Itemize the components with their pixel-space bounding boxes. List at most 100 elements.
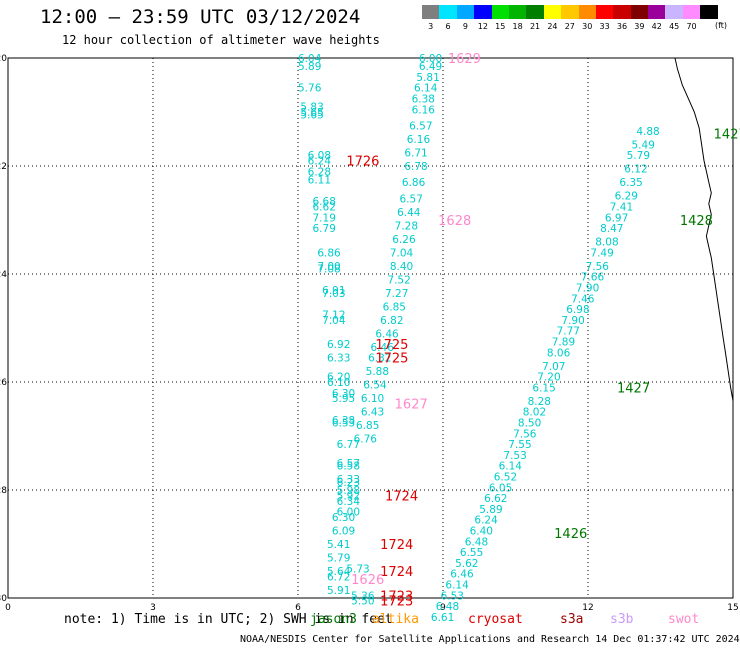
wave-height-reading: 5.49	[632, 139, 655, 151]
wave-height-reading: 6.78	[404, 161, 427, 173]
wave-height-reading: 6.05	[489, 482, 512, 494]
wave-height-reading: 6.55	[460, 547, 483, 559]
wave-height-reading: 7.27	[385, 288, 408, 300]
wave-height-reading: 6.52	[494, 472, 517, 484]
wave-height-reading: 6.14	[445, 580, 469, 592]
wave-height-reading: 8.40	[390, 261, 413, 273]
wave-height-reading: 6.30	[332, 512, 355, 524]
pass-time-label: 1626	[351, 573, 384, 588]
wave-height-reading: 6.79	[313, 223, 336, 235]
x-tick-label: 0	[5, 603, 11, 613]
legend-swatch	[439, 5, 457, 19]
wave-height-reading: 6.86	[317, 247, 341, 259]
y-tick-label: -20	[0, 54, 7, 64]
wave-height-reading: 6.71	[404, 148, 427, 160]
wave-height-reading: 6.40	[470, 526, 493, 538]
legend-label: 45	[669, 22, 680, 31]
legend-swatch	[456, 5, 475, 19]
wave-height-reading: 7.03	[322, 288, 345, 300]
wave-height-reading: 6.46	[375, 328, 399, 340]
wave-height-reading: 6.48	[465, 536, 488, 548]
wave-height-reading: 8.06	[547, 347, 571, 359]
mission-label: jason3	[310, 612, 357, 627]
wave-height-reading: 7.53	[503, 450, 526, 462]
legend-item: 70	[682, 5, 701, 31]
wave-height-reading: 6.11	[308, 175, 331, 187]
wave-height-reading: 6.00	[337, 507, 360, 519]
wave-height-reading: 7.04	[390, 247, 414, 259]
wave-height-reading: 6.10	[327, 377, 350, 389]
legend-label: 27	[564, 22, 575, 31]
credit-line: NOAA/NESDIS Center for Satellite Applica…	[240, 634, 740, 645]
wave-height-reading: 7.66	[581, 272, 605, 284]
wave-height-reading: 6.85	[356, 420, 379, 432]
wave-height-reading: 5.41	[327, 539, 350, 551]
pass-time-label: 1723	[380, 595, 413, 610]
wave-height-reading: 6.53	[332, 418, 355, 430]
legend-swatch	[665, 5, 683, 19]
wave-height-reading: 6.29	[615, 191, 638, 203]
pass-time-label: 1724	[380, 565, 413, 580]
wave-height-reading: 6.57	[409, 121, 432, 133]
wave-height-reading: 7.90	[576, 283, 599, 295]
wave-height-reading: 7.07	[542, 361, 565, 373]
wave-height-reading: 7.90	[561, 315, 584, 327]
legend-label: 9	[462, 22, 469, 31]
legend-label: 21	[529, 22, 541, 31]
legend-swatch	[682, 5, 701, 19]
wave-height-reading: 6.91	[322, 285, 345, 297]
legend-swatch	[613, 5, 631, 19]
pass-time-label: 1725	[375, 352, 408, 367]
wave-height-reading: 6.14	[499, 461, 523, 473]
wave-height-reading: 6.30	[332, 388, 355, 400]
wave-height-reading: 6.92	[327, 339, 350, 351]
wave-height-reading: 5.64	[327, 566, 351, 578]
wave-height-reading: 7.52	[387, 274, 410, 286]
legend-swatch	[508, 5, 527, 19]
wave-height-reading: 6.62	[313, 202, 336, 214]
wave-height-reading: 7.19	[313, 212, 336, 224]
wave-height-reading: 5.89	[298, 61, 321, 73]
legend-swatch	[526, 5, 544, 19]
wave-height-reading: 5.92	[337, 490, 360, 502]
mission-label: altika	[372, 612, 419, 627]
legend-item: 12	[474, 5, 492, 31]
wave-height-reading: 8.08	[595, 237, 618, 249]
legend-item: 21	[526, 5, 544, 31]
wave-height-reading: 5.65	[300, 107, 323, 119]
legend-label: 18	[512, 22, 523, 31]
wave-height-reading: 8.50	[518, 418, 541, 430]
wave-height-reading: 6.82	[380, 315, 403, 327]
pass-time-label: 1427	[714, 128, 740, 143]
wave-height-reading: 5.83	[300, 102, 323, 114]
x-tick-label: 15	[727, 603, 738, 613]
legend-item: 39	[630, 5, 649, 31]
pass-time-label: 1726	[346, 155, 379, 170]
wave-height-reading: 6.12	[624, 164, 647, 176]
legend-label: 3	[428, 22, 434, 31]
wave-height-reading: 6.68	[313, 196, 336, 208]
wave-height-reading: 4.88	[636, 126, 659, 138]
wave-height-reading: 6.86	[402, 177, 426, 189]
wave-height-reading: 6.72	[327, 571, 350, 583]
legend-label: 6	[445, 22, 451, 31]
wave-height-reading: 6.04	[298, 53, 322, 65]
y-tick-label: -24	[0, 270, 7, 280]
y-tick-label: -22	[0, 162, 7, 172]
pass-time-label: 1724	[385, 489, 418, 504]
wave-height-reading: 6.14	[414, 83, 438, 95]
wave-height-reading: 7.89	[552, 337, 575, 349]
x-tick-label: 12	[582, 603, 593, 613]
legend-label: 12	[477, 22, 488, 31]
wave-height-reading: 6.16	[412, 104, 436, 116]
wave-height-reading: 7.56	[586, 261, 610, 273]
wave-height-reading: 6.15	[532, 382, 555, 394]
x-tick-label: 9	[440, 603, 446, 613]
legend-item: 36	[613, 5, 631, 31]
wave-height-reading: 6.00	[419, 53, 442, 65]
footer-note: note: 1) Time is in UTC; 2) SWH is in fe…	[64, 612, 393, 627]
wave-height-reading: 7.56	[513, 428, 537, 440]
legend-item: 3	[422, 5, 440, 31]
legend-label: 15	[495, 22, 506, 31]
